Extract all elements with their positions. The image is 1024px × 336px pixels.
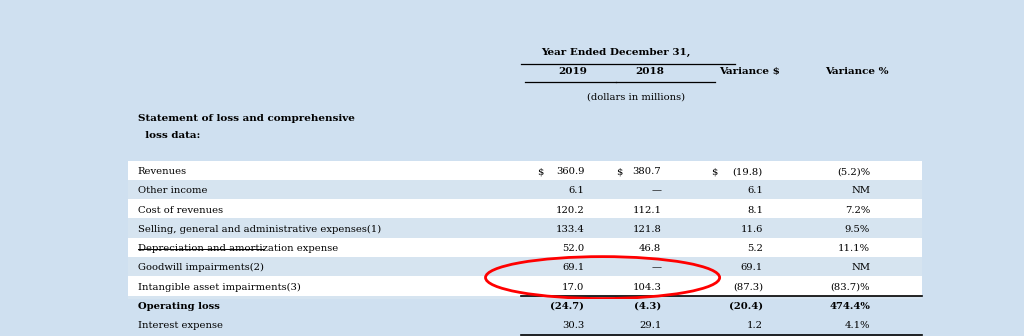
Bar <box>128 199 922 218</box>
Text: 9.5%: 9.5% <box>845 225 870 234</box>
Text: 46.8: 46.8 <box>639 244 662 253</box>
Bar <box>128 276 922 296</box>
Bar <box>128 257 922 276</box>
Text: Goodwill impairments(2): Goodwill impairments(2) <box>137 263 263 272</box>
Text: (20.4): (20.4) <box>729 302 763 311</box>
Text: NM: NM <box>851 186 870 195</box>
Text: 7.2%: 7.2% <box>845 206 870 215</box>
Text: 474.4%: 474.4% <box>829 302 870 311</box>
Text: 52.0: 52.0 <box>562 244 585 253</box>
Text: NM: NM <box>851 263 870 272</box>
Text: 11.1%: 11.1% <box>838 244 870 253</box>
Bar <box>128 334 922 336</box>
Text: 104.3: 104.3 <box>633 283 662 292</box>
Text: 8.1: 8.1 <box>746 206 763 215</box>
Bar <box>128 296 922 315</box>
Text: 133.4: 133.4 <box>555 225 585 234</box>
Text: 1.2: 1.2 <box>746 321 763 330</box>
Text: $: $ <box>712 167 718 176</box>
Text: Variance $: Variance $ <box>719 68 780 77</box>
Text: 29.1: 29.1 <box>639 321 662 330</box>
Text: Revenues: Revenues <box>137 167 186 176</box>
Text: Interest expense: Interest expense <box>137 321 222 330</box>
Text: 360.9: 360.9 <box>556 167 585 176</box>
Text: (4.3): (4.3) <box>634 302 662 311</box>
Text: 6.1: 6.1 <box>568 186 585 195</box>
Text: —: — <box>651 186 662 195</box>
Text: 69.1: 69.1 <box>740 263 763 272</box>
Text: 6.1: 6.1 <box>746 186 763 195</box>
Bar <box>128 180 922 199</box>
Text: 69.1: 69.1 <box>562 263 585 272</box>
Bar <box>128 315 922 334</box>
Text: 5.2: 5.2 <box>746 244 763 253</box>
Bar <box>128 161 922 180</box>
Text: Year Ended December 31,: Year Ended December 31, <box>542 48 691 57</box>
Text: Cost of revenues: Cost of revenues <box>137 206 222 215</box>
Text: 2018: 2018 <box>635 68 664 77</box>
Text: Variance %: Variance % <box>824 68 888 77</box>
Text: 121.8: 121.8 <box>633 225 662 234</box>
Text: (87.3): (87.3) <box>733 283 763 292</box>
Text: Other income: Other income <box>137 186 207 195</box>
Text: 17.0: 17.0 <box>562 283 585 292</box>
Text: Operating loss: Operating loss <box>137 302 219 311</box>
Text: $: $ <box>537 167 543 176</box>
Text: Statement of loss and comprehensive: Statement of loss and comprehensive <box>137 114 354 123</box>
Text: (19.8): (19.8) <box>732 167 763 176</box>
Text: 11.6: 11.6 <box>740 225 763 234</box>
Text: (dollars in millions): (dollars in millions) <box>587 92 685 101</box>
Text: 380.7: 380.7 <box>633 167 662 176</box>
Text: 2019: 2019 <box>558 68 587 77</box>
Text: (24.7): (24.7) <box>550 302 585 311</box>
Text: (83.7)%: (83.7)% <box>830 283 870 292</box>
Text: 4.1%: 4.1% <box>845 321 870 330</box>
Bar <box>128 218 922 238</box>
Text: Depreciation and amortization expense: Depreciation and amortization expense <box>137 244 338 253</box>
Text: loss data:: loss data: <box>137 131 200 140</box>
Text: 30.3: 30.3 <box>562 321 585 330</box>
Text: Intangible asset impairments(3): Intangible asset impairments(3) <box>137 283 300 292</box>
Text: (5.2)%: (5.2)% <box>837 167 870 176</box>
Text: $: $ <box>616 167 623 176</box>
Text: 112.1: 112.1 <box>632 206 662 215</box>
Text: Selling, general and administrative expenses(1): Selling, general and administrative expe… <box>137 225 381 234</box>
Text: 120.2: 120.2 <box>556 206 585 215</box>
Text: —: — <box>651 263 662 272</box>
Bar <box>128 238 922 257</box>
